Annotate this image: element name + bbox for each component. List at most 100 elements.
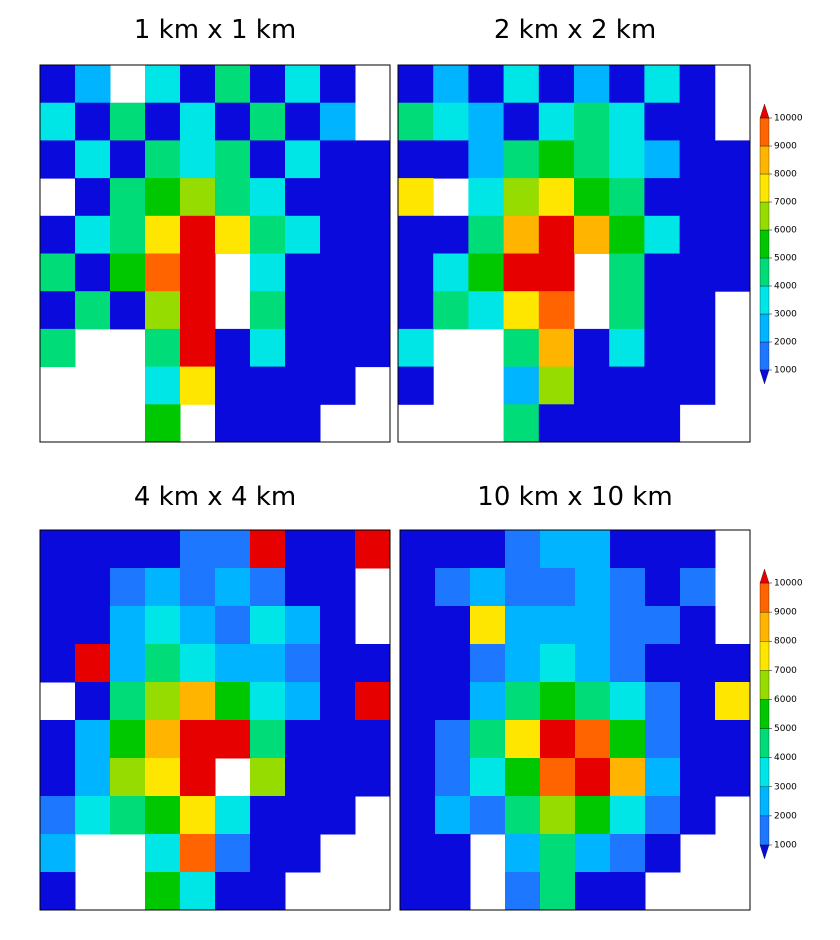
grid-cell bbox=[538, 178, 575, 217]
grid-cell bbox=[400, 720, 436, 759]
grid-cell bbox=[538, 366, 575, 405]
grid-cell bbox=[468, 253, 505, 292]
panel-frame bbox=[397, 64, 751, 443]
grid-cell bbox=[145, 530, 181, 569]
grid-cell bbox=[503, 178, 540, 217]
grid-cell bbox=[320, 178, 356, 217]
grid-cell bbox=[398, 102, 434, 141]
colorbar-tick-label: 9000 bbox=[774, 142, 797, 152]
grid-cell bbox=[609, 65, 645, 104]
grid-cell bbox=[215, 366, 251, 405]
grid-cell bbox=[320, 758, 356, 797]
grid-cell bbox=[110, 644, 146, 683]
grid-cell bbox=[285, 644, 321, 683]
panel-frame bbox=[39, 529, 391, 911]
grid-cell bbox=[680, 682, 716, 721]
grid-cell bbox=[355, 253, 391, 292]
grid-cell bbox=[180, 758, 216, 797]
colorbar-tick-label: 10000 bbox=[774, 579, 803, 589]
grid-cell bbox=[355, 720, 391, 759]
grid-cell bbox=[645, 682, 681, 721]
grid-cell bbox=[610, 834, 646, 873]
grid-cell bbox=[538, 291, 575, 330]
grid-cell bbox=[145, 328, 181, 368]
grid-cell bbox=[610, 872, 646, 911]
grid-cell bbox=[468, 65, 505, 104]
grid-cell bbox=[679, 291, 716, 330]
grid-cell bbox=[645, 834, 681, 873]
grid-cell bbox=[180, 178, 216, 217]
grid-cell bbox=[320, 215, 356, 254]
grid-cell bbox=[714, 253, 751, 292]
grid-cell bbox=[355, 140, 391, 179]
grid-cell bbox=[610, 568, 646, 607]
grid-cell bbox=[714, 215, 751, 254]
grid-cell bbox=[180, 872, 216, 911]
grid-cell bbox=[575, 834, 611, 873]
grid-cell bbox=[215, 140, 251, 179]
grid-cell bbox=[215, 872, 251, 911]
grid-cell bbox=[398, 140, 434, 179]
grid-cell bbox=[110, 178, 146, 217]
grid-cell bbox=[400, 682, 436, 721]
grid-cell bbox=[470, 720, 506, 759]
grid-cell bbox=[250, 291, 286, 330]
grid-cell bbox=[505, 530, 541, 569]
grid-cell bbox=[75, 796, 111, 835]
grid-cell bbox=[40, 834, 76, 873]
colorbar-segment bbox=[759, 611, 770, 642]
grid-cell bbox=[610, 530, 646, 569]
grid-cell bbox=[538, 102, 575, 141]
grid-cell bbox=[644, 65, 681, 104]
grid-cell bbox=[75, 178, 111, 217]
grid-cell bbox=[110, 102, 146, 141]
grid-cell bbox=[145, 758, 181, 797]
grid-cell bbox=[40, 291, 76, 330]
grid-cell bbox=[285, 65, 321, 104]
grid-cell bbox=[110, 682, 146, 721]
grid-cell bbox=[645, 758, 681, 797]
grid-cell bbox=[285, 682, 321, 721]
panel-title: 10 km x 10 km bbox=[477, 482, 672, 512]
colorbar-tick-label: 3000 bbox=[774, 310, 797, 320]
grid-cell bbox=[145, 140, 181, 179]
grid-cell bbox=[145, 404, 181, 443]
grid-cell bbox=[505, 682, 541, 721]
grid-cell bbox=[75, 253, 111, 292]
grid-cell bbox=[75, 102, 111, 141]
grid-cell bbox=[538, 140, 575, 179]
grid-cell bbox=[250, 872, 286, 911]
grid-cell bbox=[715, 682, 751, 721]
grid-cell bbox=[680, 606, 716, 645]
grid-cell bbox=[644, 178, 681, 217]
grid-cell bbox=[610, 720, 646, 759]
grid-cell bbox=[503, 328, 540, 368]
grid-cell bbox=[398, 291, 434, 330]
colorbar-segment bbox=[759, 815, 770, 846]
panel-frame bbox=[39, 64, 391, 443]
grid-cell bbox=[610, 682, 646, 721]
grid-cell bbox=[110, 606, 146, 645]
grid-cell bbox=[575, 606, 611, 645]
grid-cell bbox=[250, 530, 286, 569]
grid-cell bbox=[609, 404, 645, 443]
grid-cell bbox=[433, 291, 469, 330]
grid-cell bbox=[714, 178, 751, 217]
grid-cell bbox=[540, 720, 576, 759]
grid-cell bbox=[285, 366, 321, 405]
grid-cell bbox=[320, 720, 356, 759]
grid-cell bbox=[145, 253, 181, 292]
grid-cell bbox=[505, 758, 541, 797]
grid-cell bbox=[215, 102, 251, 141]
grid-cell bbox=[110, 720, 146, 759]
grid-cell bbox=[435, 720, 471, 759]
grid-cell bbox=[285, 140, 321, 179]
grid-cell bbox=[250, 328, 286, 368]
grid-cell bbox=[180, 253, 216, 292]
grid-cell bbox=[320, 796, 356, 835]
grid-cell bbox=[285, 102, 321, 141]
grid-cell bbox=[180, 328, 216, 368]
grid-cell bbox=[285, 291, 321, 330]
colorbar-tick-label: 7000 bbox=[774, 666, 797, 676]
grid-cell bbox=[110, 140, 146, 179]
